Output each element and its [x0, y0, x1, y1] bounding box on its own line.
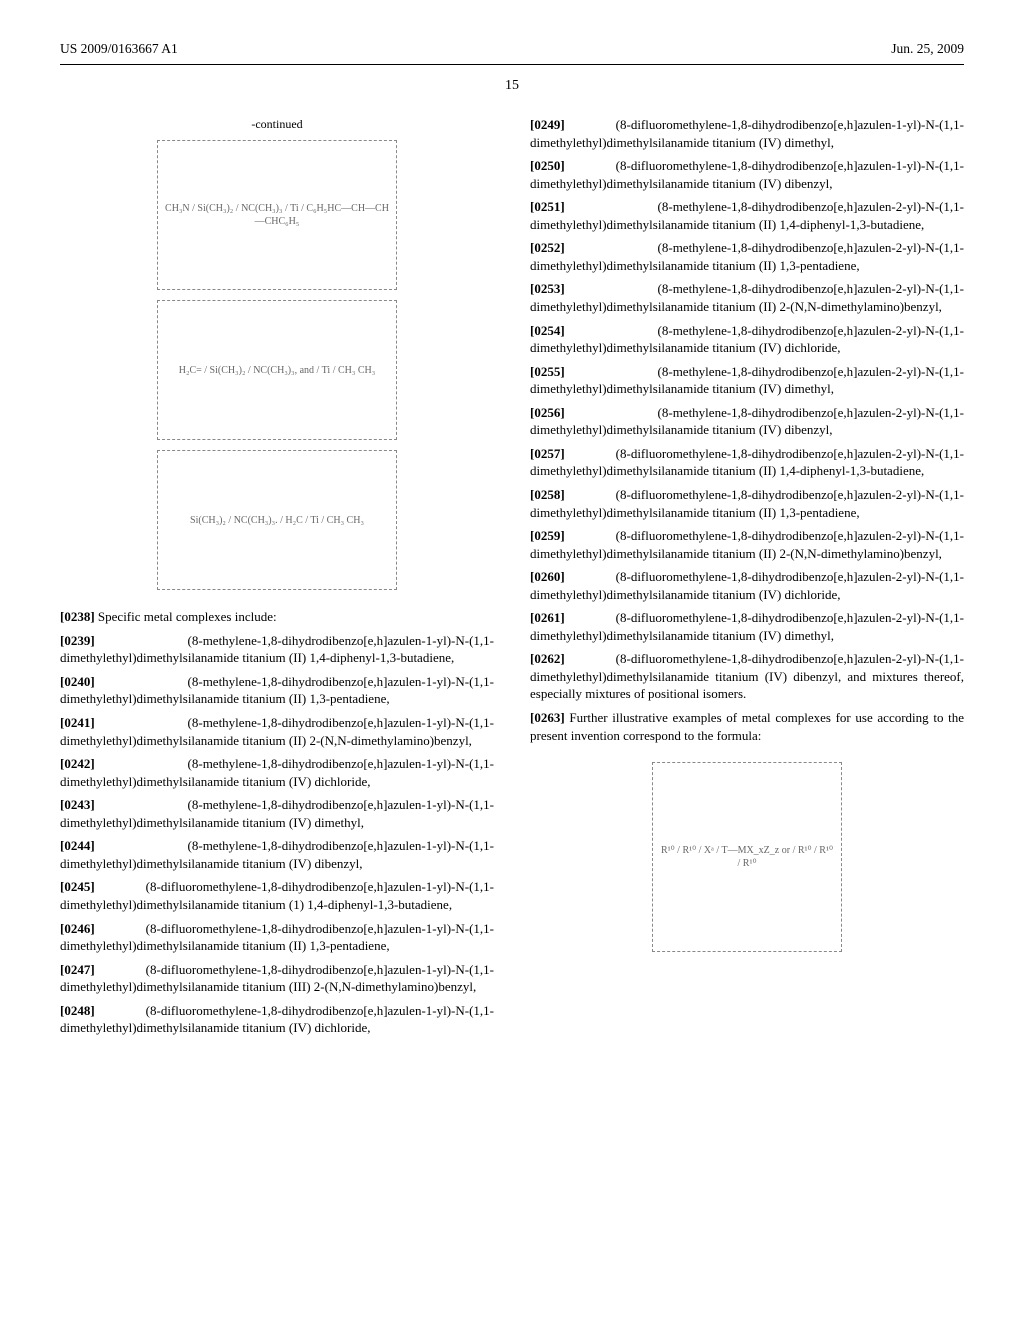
paragraph-text: (8-difluoromethylene-1,8-dihydrodibenzo[…	[530, 158, 964, 191]
paragraph-text: (8-difluoromethylene-1,8-dihydrodibenzo[…	[530, 569, 964, 602]
paragraph-text: (8-methylene-1,8-dihydrodibenzo[e,h]azul…	[530, 364, 964, 397]
paragraph: [0258] (8-difluoromethylene-1,8-dihydrod…	[530, 486, 964, 521]
paragraph-text: (8-methylene-1,8-dihydrodibenzo[e,h]azul…	[60, 756, 494, 789]
paragraph-number: [0240]	[60, 674, 95, 689]
paragraph-text: (8-methylene-1,8-dihydrodibenzo[e,h]azul…	[530, 199, 964, 232]
paragraph: [0247] (8-difluoromethylene-1,8-dihydrod…	[60, 961, 494, 996]
paragraph: [0243] (8-methylene-1,8-dihydrodibenzo[e…	[60, 796, 494, 831]
page-number: 15	[60, 77, 964, 96]
paragraph-number: [0245]	[60, 879, 95, 894]
paragraph-text: (8-methylene-1,8-dihydrodibenzo[e,h]azul…	[60, 633, 494, 666]
paragraph: [0244] (8-methylene-1,8-dihydrodibenzo[e…	[60, 837, 494, 872]
paragraph-text: (8-difluoromethylene-1,8-dihydrodibenzo[…	[60, 1003, 494, 1036]
paragraph: [0253] (8-methylene-1,8-dihydrodibenzo[e…	[530, 280, 964, 315]
chemical-structure-1: CH₃N / Si(CH₃)₂ / NC(CH₃)₃ / Ti / C₆H₅HC…	[157, 140, 397, 290]
paragraph-number: [0249]	[530, 117, 565, 132]
paragraph-number: [0244]	[60, 838, 95, 853]
paragraph-text: (8-methylene-1,8-dihydrodibenzo[e,h]azul…	[60, 797, 494, 830]
header-rule	[60, 64, 964, 65]
paragraph-number: [0248]	[60, 1003, 95, 1018]
paragraph-number: [0257]	[530, 446, 565, 461]
paragraph: [0249] (8-difluoromethylene-1,8-dihydrod…	[530, 116, 964, 151]
paragraph-text: (8-difluoromethylene-1,8-dihydrodibenzo[…	[530, 446, 964, 479]
paragraph-number: [0239]	[60, 633, 95, 648]
paragraph-number: [0250]	[530, 158, 565, 173]
paragraph-number: [0251]	[530, 199, 565, 214]
paragraph: [0241] (8-methylene-1,8-dihydrodibenzo[e…	[60, 714, 494, 749]
chemical-structures-block: -continued CH₃N / Si(CH₃)₂ / NC(CH₃)₃ / …	[60, 116, 494, 590]
paragraph-text: (8-methylene-1,8-dihydrodibenzo[e,h]azul…	[530, 405, 964, 438]
paragraph: [0263] Further illustrative examples of …	[530, 709, 964, 744]
paragraph: [0254] (8-methylene-1,8-dihydrodibenzo[e…	[530, 322, 964, 357]
paragraph-number: [0259]	[530, 528, 565, 543]
paragraph-number: [0238]	[60, 609, 95, 624]
paragraph-number: [0261]	[530, 610, 565, 625]
paragraph-number: [0260]	[530, 569, 565, 584]
paragraph: [0260] (8-difluoromethylene-1,8-dihydrod…	[530, 568, 964, 603]
paragraph-text: (8-difluoromethylene-1,8-dihydrodibenzo[…	[60, 879, 494, 912]
structs-container: CH₃N / Si(CH₃)₂ / NC(CH₃)₃ / Ti / C₆H₅HC…	[157, 140, 397, 590]
paragraph-text: Specific metal complexes include:	[95, 609, 277, 624]
left-column: -continued CH₃N / Si(CH₃)₂ / NC(CH₃)₃ / …	[60, 116, 494, 1043]
right-column: [0249] (8-difluoromethylene-1,8-dihydrod…	[530, 116, 964, 1043]
paragraph-number: [0243]	[60, 797, 95, 812]
paragraph-text: (8-difluoromethylene-1,8-dihydrodibenzo[…	[60, 921, 494, 954]
paragraph-number: [0252]	[530, 240, 565, 255]
paragraph: [0239] (8-methylene-1,8-dihydrodibenzo[e…	[60, 632, 494, 667]
paragraph: [0248] (8-difluoromethylene-1,8-dihydrod…	[60, 1002, 494, 1037]
publication-date: Jun. 25, 2009	[891, 40, 964, 58]
paragraph: [0261] (8-difluoromethylene-1,8-dihydrod…	[530, 609, 964, 644]
publication-number: US 2009/0163667 A1	[60, 40, 178, 58]
page-header: US 2009/0163667 A1 Jun. 25, 2009	[60, 40, 964, 58]
formula-structure: R¹⁰ / R¹⁰ / Xᵃ / T—MX_xZ_z or / R¹⁰ / R¹…	[652, 762, 842, 952]
paragraph: [0262] (8-difluoromethylene-1,8-dihydrod…	[530, 650, 964, 703]
paragraph-number: [0263]	[530, 710, 565, 725]
paragraph-text: (8-methylene-1,8-dihydrodibenzo[e,h]azul…	[530, 240, 964, 273]
paragraph-text: (8-difluoromethylene-1,8-dihydrodibenzo[…	[530, 528, 964, 561]
paragraph-text: Further illustrative examples of metal c…	[530, 710, 964, 743]
paragraph: [0256] (8-methylene-1,8-dihydrodibenzo[e…	[530, 404, 964, 439]
paragraph-text: (8-difluoromethylene-1,8-dihydrodibenzo[…	[530, 487, 964, 520]
paragraph-number: [0256]	[530, 405, 565, 420]
right-paragraphs: [0249] (8-difluoromethylene-1,8-dihydrod…	[530, 116, 964, 744]
paragraph: [0246] (8-difluoromethylene-1,8-dihydrod…	[60, 920, 494, 955]
paragraph-text: (8-methylene-1,8-dihydrodibenzo[e,h]azul…	[60, 715, 494, 748]
paragraph-number: [0247]	[60, 962, 95, 977]
paragraph: [0257] (8-difluoromethylene-1,8-dihydrod…	[530, 445, 964, 480]
paragraph-text: (8-methylene-1,8-dihydrodibenzo[e,h]azul…	[60, 838, 494, 871]
paragraph: [0251] (8-methylene-1,8-dihydrodibenzo[e…	[530, 198, 964, 233]
paragraph-text: (8-difluoromethylene-1,8-dihydrodibenzo[…	[60, 962, 494, 995]
paragraph-number: [0246]	[60, 921, 95, 936]
paragraph-number: [0254]	[530, 323, 565, 338]
paragraph: [0245] (8-difluoromethylene-1,8-dihydrod…	[60, 878, 494, 913]
paragraph-number: [0262]	[530, 651, 565, 666]
paragraph: [0240] (8-methylene-1,8-dihydrodibenzo[e…	[60, 673, 494, 708]
paragraph-number: [0253]	[530, 281, 565, 296]
chemical-structure-2: H₂C= / Si(CH₃)₂ / NC(CH₃)₃, and / Ti / C…	[157, 300, 397, 440]
chemical-structure-3: Si(CH₃)₂ / NC(CH₃)₃. / H₂C / Ti / CH₃ CH…	[157, 450, 397, 590]
paragraph-text: (8-difluoromethylene-1,8-dihydrodibenzo[…	[530, 651, 964, 701]
paragraph-text: (8-methylene-1,8-dihydrodibenzo[e,h]azul…	[60, 674, 494, 707]
paragraph: [0238] Specific metal complexes include:	[60, 608, 494, 626]
paragraph: [0242] (8-methylene-1,8-dihydrodibenzo[e…	[60, 755, 494, 790]
paragraph-text: (8-methylene-1,8-dihydrodibenzo[e,h]azul…	[530, 323, 964, 356]
paragraph-text: (8-difluoromethylene-1,8-dihydrodibenzo[…	[530, 610, 964, 643]
continued-label: -continued	[251, 116, 302, 132]
paragraph: [0259] (8-difluoromethylene-1,8-dihydrod…	[530, 527, 964, 562]
left-paragraphs: [0238] Specific metal complexes include:…	[60, 608, 494, 1036]
paragraph-number: [0241]	[60, 715, 95, 730]
paragraph-text: (8-difluoromethylene-1,8-dihydrodibenzo[…	[530, 117, 964, 150]
formula-structure-block: R¹⁰ / R¹⁰ / Xᵃ / T—MX_xZ_z or / R¹⁰ / R¹…	[530, 762, 964, 952]
paragraph-number: [0255]	[530, 364, 565, 379]
paragraph-number: [0258]	[530, 487, 565, 502]
paragraph: [0252] (8-methylene-1,8-dihydrodibenzo[e…	[530, 239, 964, 274]
paragraph: [0250] (8-difluoromethylene-1,8-dihydrod…	[530, 157, 964, 192]
paragraph-number: [0242]	[60, 756, 95, 771]
paragraph: [0255] (8-methylene-1,8-dihydrodibenzo[e…	[530, 363, 964, 398]
paragraph-text: (8-methylene-1,8-dihydrodibenzo[e,h]azul…	[530, 281, 964, 314]
column-container: -continued CH₃N / Si(CH₃)₂ / NC(CH₃)₃ / …	[60, 116, 964, 1043]
